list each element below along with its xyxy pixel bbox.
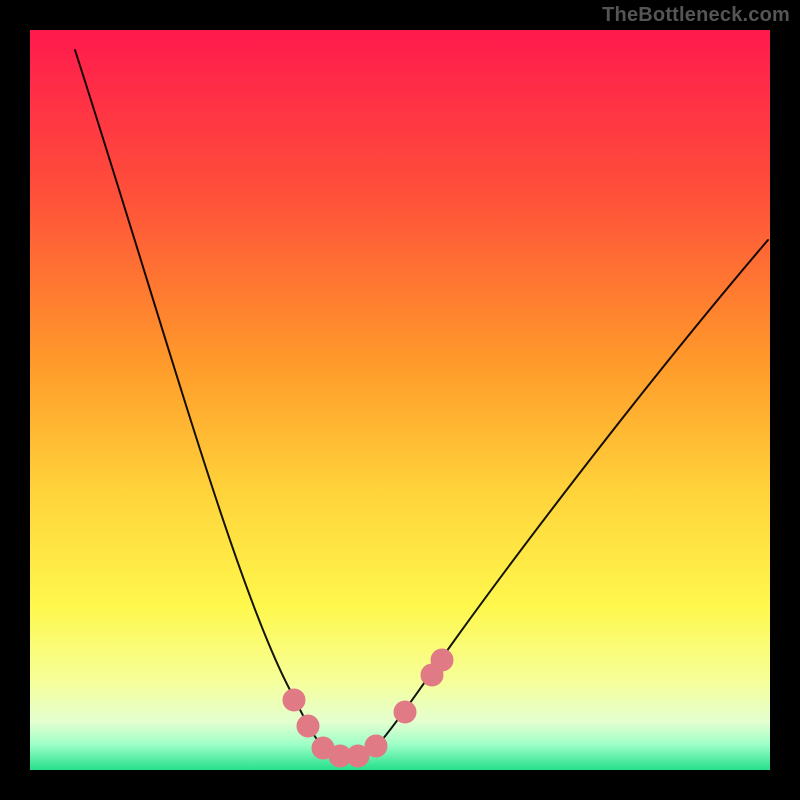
watermark-label: TheBottleneck.com xyxy=(602,4,790,27)
marker-1 xyxy=(297,715,319,737)
marker-5 xyxy=(365,735,387,757)
plot-area xyxy=(30,30,770,770)
marker-0 xyxy=(283,689,305,711)
marker-6 xyxy=(394,701,416,723)
marker-8 xyxy=(431,649,453,671)
chart-canvas: TheBottleneck.com xyxy=(0,0,800,800)
chart-svg xyxy=(0,0,800,800)
